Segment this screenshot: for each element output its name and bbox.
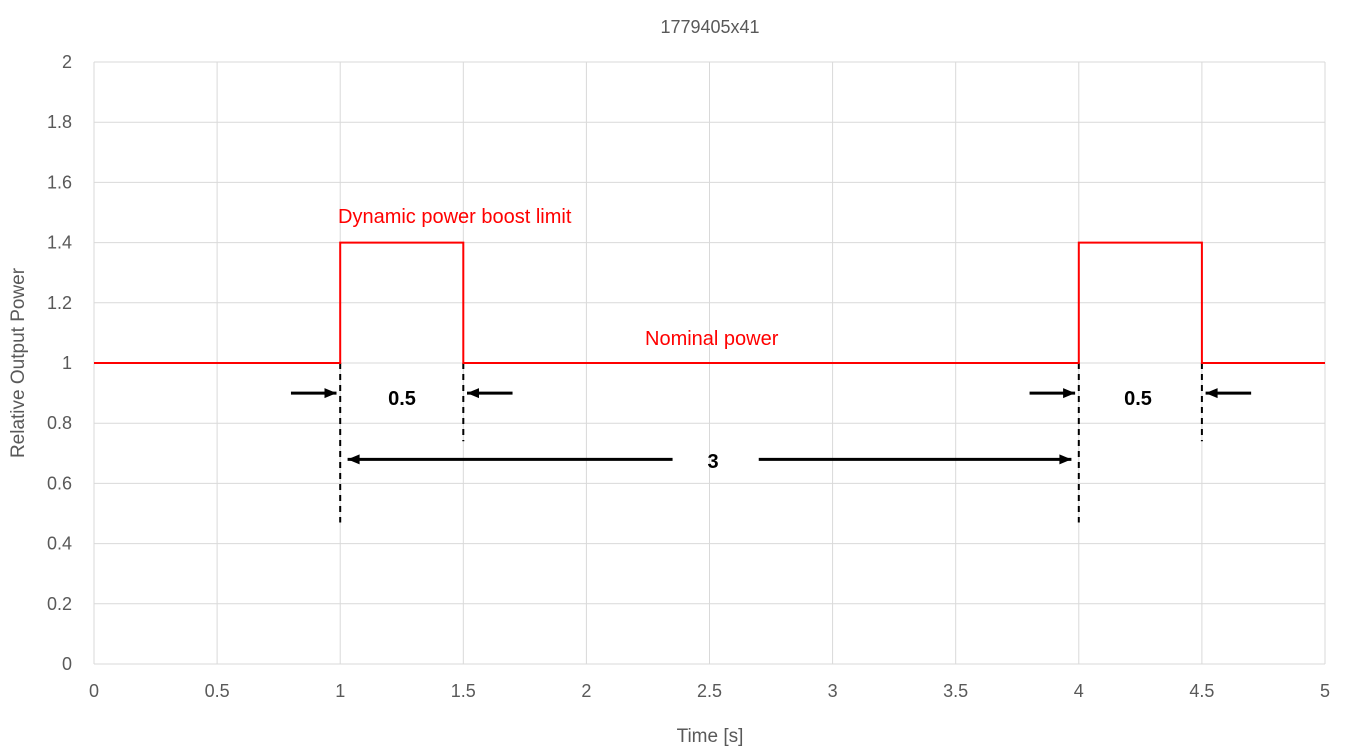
y-tick-label: 1.4 — [47, 233, 72, 253]
x-tick-label: 1.5 — [451, 681, 476, 701]
arrow-head — [325, 388, 337, 398]
y-tick-label: 0 — [62, 654, 72, 674]
arrow-head — [348, 454, 360, 464]
y-tick-label: 0.2 — [47, 594, 72, 614]
x-tick-label: 3.5 — [943, 681, 968, 701]
dimension-markers — [291, 363, 1251, 523]
x-tick-label: 2.5 — [697, 681, 722, 701]
y-tick-label: 0.4 — [47, 534, 72, 554]
y-tick-label: 2 — [62, 52, 72, 72]
y-tick-labels: 0 0.2 0.4 0.6 0.8 1 1.2 1.4 1.6 1.8 2 — [47, 52, 72, 674]
boost-limit-label: Dynamic power boost limit — [338, 206, 572, 228]
y-tick-label: 1.6 — [47, 172, 72, 192]
y-axis-title: Relative Output Power — [8, 267, 29, 458]
nominal-power-label: Nominal power — [645, 328, 779, 350]
x-tick-label: 1 — [335, 681, 345, 701]
arrow-head — [1063, 388, 1075, 398]
x-axis-title: Time [s] — [677, 726, 744, 747]
x-tick-label: 0.5 — [205, 681, 230, 701]
period-label: 3 — [707, 451, 718, 473]
y-tick-label: 0.8 — [47, 413, 72, 433]
x-tick-label: 5 — [1320, 681, 1330, 701]
x-tick-label: 3 — [828, 681, 838, 701]
x-tick-label: 4.5 — [1189, 681, 1214, 701]
arrow-head — [1059, 454, 1071, 464]
x-tick-label: 2 — [581, 681, 591, 701]
x-tick-label: 0 — [89, 681, 99, 701]
arrow-head — [1206, 388, 1218, 398]
arrow-head — [467, 388, 479, 398]
pulse-width-label-2: 0.5 — [1124, 388, 1152, 410]
y-tick-label: 1.8 — [47, 112, 72, 132]
x-tick-labels: 0 0.5 1 1.5 2 2.5 3 3.5 4 4.5 5 — [89, 681, 1330, 701]
chart-title: 1779405x41 — [660, 17, 759, 37]
y-tick-label: 1.2 — [47, 293, 72, 313]
x-tick-label: 4 — [1074, 681, 1084, 701]
y-tick-label: 1 — [62, 353, 72, 373]
y-tick-label: 0.6 — [47, 473, 72, 493]
pulse-width-label-1: 0.5 — [388, 388, 416, 410]
